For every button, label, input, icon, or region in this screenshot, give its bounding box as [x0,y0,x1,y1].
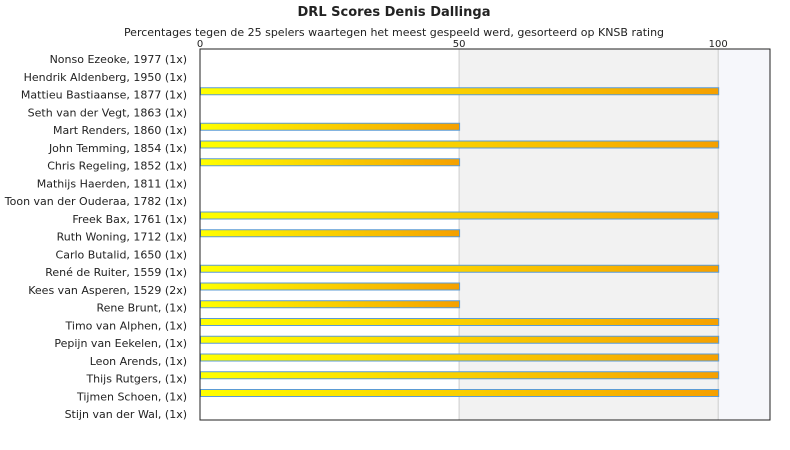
bar [200,140,720,149]
bar [200,300,461,309]
category-label: Nonso Ezeoke, 1977 (1x) [50,53,187,66]
category-label: Carlo Butalid, 1650 (1x) [56,248,187,261]
category-label: Leon Arends, (1x) [90,355,187,368]
band-50-100 [459,49,719,420]
x-tick-label: 100 [709,39,728,50]
category-label: Toon van der Ouderaa, 1782 (1x) [4,195,187,208]
bar [200,335,720,344]
bar [200,389,720,397]
category-labels: Nonso Ezeoke, 1977 (1x) Hendrik Aldenberg… [4,53,187,421]
bar [200,158,461,167]
category-label: Seth van der Vegt, 1863 (1x) [28,106,187,119]
chart-title: DRL Scores Denis Dallinga [298,5,491,20]
bar [200,87,720,96]
category-label: Timo van Alphen, (1x) [65,319,187,332]
band-100-plus [718,49,770,420]
bar [200,264,720,273]
bar [200,282,461,291]
plot-frame [199,48,771,421]
category-label: Thijs Rutgers, (1x) [85,373,187,386]
bar [200,122,461,131]
bars [200,87,720,397]
category-label: Mathijs Haerden, 1811 (1x) [37,177,187,190]
category-label: Mart Renders, 1860 (1x) [53,124,187,137]
category-label: Mattieu Bastiaanse, 1877 (1x) [21,89,187,102]
category-label: Chris Regeling, 1852 (1x) [47,160,187,173]
category-label: Pepijn van Eekelen, (1x) [54,337,187,350]
category-label: Kees van Asperen, 1529 (2x) [28,284,187,297]
bar [200,353,720,362]
category-label: John Temming, 1854 (1x) [48,142,187,155]
x-tick-label: 50 [453,39,466,50]
category-label: René de Ruiter, 1559 (1x) [45,266,187,279]
category-label: Stijn van der Wal, (1x) [65,408,187,421]
category-label: Tijmen Schoen, (1x) [76,390,187,403]
bar [200,229,461,238]
bar [200,211,720,220]
category-label: Freek Bax, 1761 (1x) [72,213,187,226]
category-label: Rene Brunt, (1x) [96,302,187,315]
category-label: Ruth Woning, 1712 (1x) [57,231,187,244]
x-axis-ticks: 0 50 100 [197,39,728,50]
category-label: Hendrik Aldenberg, 1950 (1x) [24,71,187,84]
x-tick-label: 0 [197,39,203,50]
chart-subtitle: Percentages tegen de 25 spelers waartege… [124,26,664,39]
bar [200,318,720,326]
bar [200,371,720,380]
